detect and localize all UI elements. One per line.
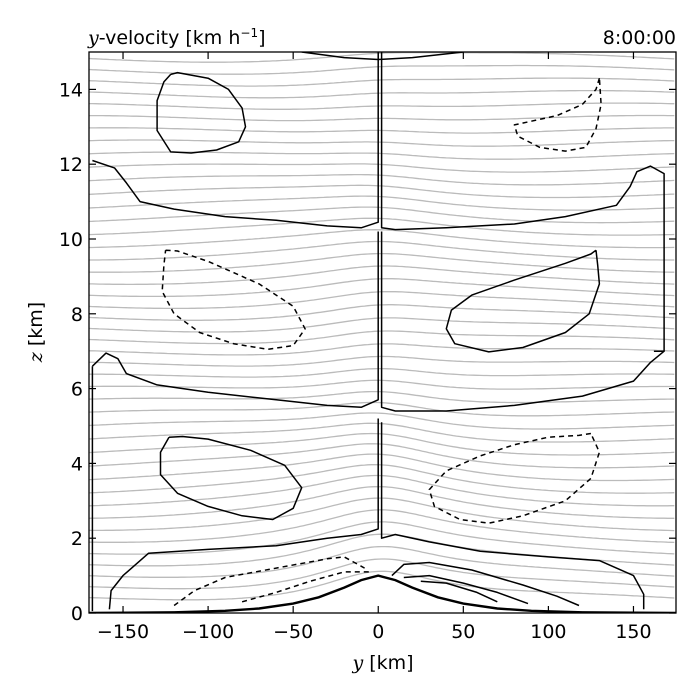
x-tick-label: −100 bbox=[182, 621, 234, 643]
plot-frame bbox=[88, 51, 677, 614]
contour-pos-low-left bbox=[159, 435, 303, 521]
x-tick-label: 50 bbox=[451, 621, 475, 643]
isentrope-line bbox=[89, 558, 675, 590]
terrain-line bbox=[89, 574, 676, 613]
y-tick-label: 14 bbox=[59, 79, 83, 101]
contour-zero-top-cap bbox=[301, 52, 464, 61]
contour-zero-low-center bbox=[108, 418, 379, 610]
contour-neg-low-right bbox=[428, 432, 601, 524]
contour-neg-upper-right bbox=[513, 77, 602, 152]
y-tick-label: 0 bbox=[71, 603, 83, 625]
velocity-contours bbox=[91, 52, 665, 612]
contour-zero-mid-right-edge bbox=[380, 231, 665, 412]
contour-zero-upper bbox=[92, 52, 379, 229]
x-tick-label: −50 bbox=[273, 621, 313, 643]
contour-neg-near-terrain bbox=[173, 556, 365, 607]
contour-pos-lee-1 bbox=[391, 561, 580, 607]
y-tick-label: 2 bbox=[71, 528, 83, 550]
contour-pos-lee-2 bbox=[403, 574, 529, 605]
contour-zero-upper-right bbox=[380, 52, 665, 352]
x-tick-label: 150 bbox=[615, 621, 651, 643]
x-axis-ticks: −150 −100 −50 0 50 100 150 bbox=[97, 52, 652, 643]
y-axis-ticks: 0 2 4 6 8 10 12 14 bbox=[59, 79, 676, 625]
y-tick-label: 4 bbox=[71, 453, 83, 475]
contour-pos-lee-3 bbox=[420, 580, 498, 603]
x-tick-label: 0 bbox=[372, 621, 384, 643]
y-tick-label: 8 bbox=[71, 304, 83, 326]
y-tick-label: 6 bbox=[71, 379, 83, 401]
isentrope-line bbox=[89, 545, 675, 578]
y-tick-label: 12 bbox=[59, 154, 83, 176]
contour-zero-low-right bbox=[380, 422, 645, 610]
x-axis-label: y [km] bbox=[351, 652, 413, 674]
y-tick-label: 10 bbox=[59, 229, 83, 251]
contour-pos-mid-right bbox=[445, 249, 601, 353]
chart-title-right: 8:00:00 bbox=[603, 27, 676, 49]
contour-zero-mid bbox=[91, 231, 379, 409]
x-tick-label: −150 bbox=[97, 621, 149, 643]
y-axis-label: z [km] bbox=[25, 302, 47, 363]
x-tick-label: 100 bbox=[530, 621, 566, 643]
isentrope-line bbox=[89, 570, 675, 601]
chart-title-left: y-velocity [km h−1] bbox=[87, 26, 266, 49]
terrain-profile bbox=[89, 574, 676, 613]
contour-pos-upper-left bbox=[156, 71, 247, 154]
contour-neg-mid-left bbox=[161, 249, 306, 351]
isentrope-line bbox=[89, 412, 675, 430]
isentrope-line bbox=[89, 229, 675, 249]
